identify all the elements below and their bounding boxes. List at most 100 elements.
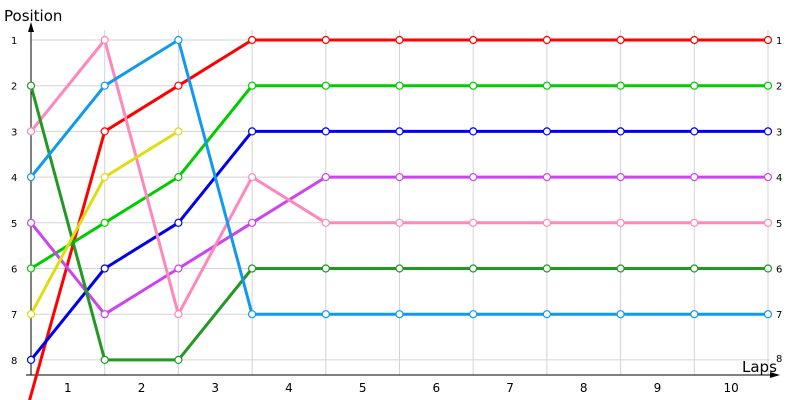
x-tick-label: 7	[506, 381, 514, 395]
x-tick-label: 5	[359, 381, 367, 395]
x-tick-label: 3	[211, 381, 219, 395]
series-7	[26, 35, 773, 319]
data-point	[395, 35, 404, 45]
x-tick-label: 2	[138, 381, 146, 395]
y-tick-label: 5	[11, 219, 17, 230]
y-tick-label: 7	[11, 310, 17, 321]
data-point	[100, 355, 109, 364]
data-point	[174, 127, 183, 136]
data-point	[174, 264, 183, 273]
x-tick-label: 6	[433, 381, 441, 395]
data-point	[100, 310, 109, 319]
right-tick-label: 2	[776, 82, 782, 93]
data-point	[321, 35, 330, 45]
data-point	[100, 218, 109, 227]
data-point	[542, 127, 552, 136]
x-tick-label: 1	[64, 381, 72, 395]
data-point	[542, 35, 552, 45]
right-tick-label: 7	[776, 310, 782, 321]
series-6	[26, 81, 773, 364]
y-tick-label: 1	[11, 36, 17, 47]
data-point	[469, 264, 478, 273]
series-5	[26, 35, 773, 319]
data-point	[26, 264, 36, 273]
series-4	[26, 173, 773, 319]
right-tick-label: 6	[776, 265, 782, 276]
x-axis-title: Laps	[742, 358, 777, 376]
data-point	[690, 173, 699, 182]
x-tick-label: 8	[580, 381, 588, 395]
series-8	[26, 127, 183, 319]
data-point	[542, 310, 552, 319]
right-tick-label: 4	[776, 173, 782, 184]
y-tick-label: 2	[11, 82, 17, 93]
series	[26, 35, 773, 400]
data-point	[690, 81, 699, 90]
right-tick-label: 3	[776, 127, 782, 138]
data-point	[174, 81, 183, 90]
data-point	[763, 81, 773, 90]
data-point	[321, 173, 330, 182]
data-point	[321, 81, 330, 90]
data-point	[395, 218, 404, 227]
data-point	[395, 310, 404, 319]
data-point	[174, 355, 183, 364]
data-point	[100, 81, 109, 90]
data-point	[616, 81, 625, 90]
data-point	[321, 218, 330, 227]
data-point	[395, 127, 404, 136]
x-tick-label: 10	[724, 381, 739, 395]
data-point	[690, 35, 699, 45]
data-point	[395, 173, 404, 182]
series-2	[26, 81, 773, 273]
data-point	[690, 264, 699, 273]
data-point	[26, 127, 36, 136]
y-tick-label: 4	[11, 173, 17, 184]
y-axis-title: Position	[4, 7, 62, 25]
data-point	[26, 81, 36, 90]
data-point	[174, 173, 183, 182]
data-point	[616, 127, 625, 136]
right-tick-label: 5	[776, 219, 782, 230]
data-point	[469, 127, 478, 136]
data-point	[248, 127, 257, 136]
data-point	[469, 310, 478, 319]
data-point	[248, 173, 257, 182]
x-tick-label: 9	[654, 381, 662, 395]
data-point	[395, 264, 404, 273]
data-point	[100, 35, 109, 45]
data-point	[469, 35, 478, 45]
x-tick-label: 4	[285, 381, 293, 395]
series-1	[28, 35, 773, 400]
data-point	[100, 173, 109, 182]
data-point	[763, 173, 773, 182]
data-point	[248, 81, 257, 90]
y-axis-arrowhead	[28, 22, 34, 32]
data-point	[321, 264, 330, 273]
data-point	[542, 173, 552, 182]
data-point	[248, 35, 257, 45]
data-point	[26, 218, 36, 227]
data-point	[616, 35, 625, 45]
data-point	[763, 35, 773, 45]
right-tick-label: 1	[776, 36, 782, 47]
data-point	[542, 264, 552, 273]
x-tick-labels: 1 2 3 4 5 6 7 8 9 10	[64, 381, 739, 395]
data-point	[100, 264, 109, 273]
data-point	[469, 173, 478, 182]
data-point	[763, 218, 773, 227]
right-tick-labels: 1 2 3 4 5 6 7 8	[776, 36, 782, 365]
data-point	[763, 310, 773, 319]
data-point	[542, 218, 552, 227]
data-point	[100, 127, 109, 136]
data-point	[469, 81, 478, 90]
y-tick-label: 6	[11, 265, 17, 276]
data-point	[690, 310, 699, 319]
data-point	[174, 310, 183, 319]
data-point	[26, 310, 36, 319]
series-3	[26, 127, 773, 364]
data-point	[616, 173, 625, 182]
right-tick-label: 8	[776, 354, 782, 365]
